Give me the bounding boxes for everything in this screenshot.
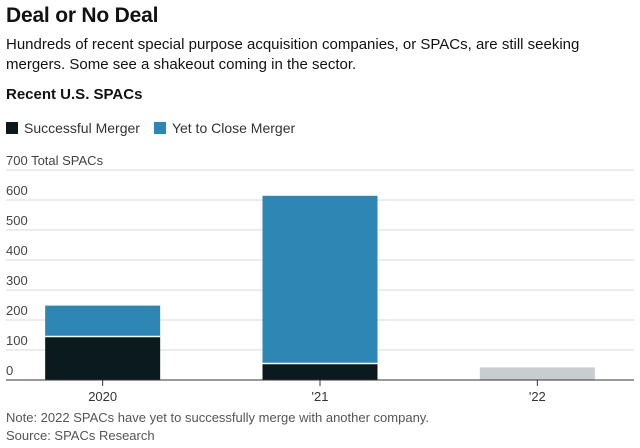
legend-swatch-yet-to-close	[153, 122, 166, 134]
bar-successful-1	[262, 363, 378, 380]
bar-yet-to-close-1	[262, 195, 378, 364]
legend-swatch-successful	[6, 122, 18, 134]
bar-successful-0	[45, 336, 161, 380]
chart-source: Source: SPACs Research	[6, 428, 155, 443]
y-tick-label-200: 200	[6, 303, 28, 318]
bar-yet-to-close-0	[45, 305, 161, 337]
bar-pending-2	[479, 367, 595, 380]
y-tick-label-0: 0	[6, 363, 13, 378]
y-tick-label-700: 700 Total SPACs	[6, 153, 104, 168]
chart-note: Note: 2022 SPACs have yet to successfull…	[6, 410, 429, 425]
chart-section-title: Recent U.S. SPACs	[6, 86, 143, 103]
legend-item-successful: Successful Merger	[6, 120, 140, 136]
chart-subtitle: Hundreds of recent special purpose acqui…	[6, 36, 580, 73]
chart-title-heading: Deal or No Deal	[6, 4, 159, 27]
legend-item-yet-to-close: Yet to Close Merger	[153, 120, 296, 136]
legend-label-successful: Successful Merger	[24, 120, 140, 136]
y-tick-label-300: 300	[6, 273, 28, 288]
legend: Successful Merger Yet to Close Merger	[6, 120, 309, 136]
x-tick-label-1: '21	[312, 389, 329, 404]
y-tick-label-100: 100	[6, 333, 28, 348]
y-tick-label-500: 500	[6, 213, 28, 228]
legend-label-yet-to-close: Yet to Close Merger	[171, 120, 296, 136]
x-tick-label-0: 2020	[88, 389, 117, 404]
y-tick-label-600: 600	[6, 183, 28, 198]
y-tick-label-400: 400	[6, 243, 28, 258]
x-tick-label-2: '22	[529, 389, 546, 404]
